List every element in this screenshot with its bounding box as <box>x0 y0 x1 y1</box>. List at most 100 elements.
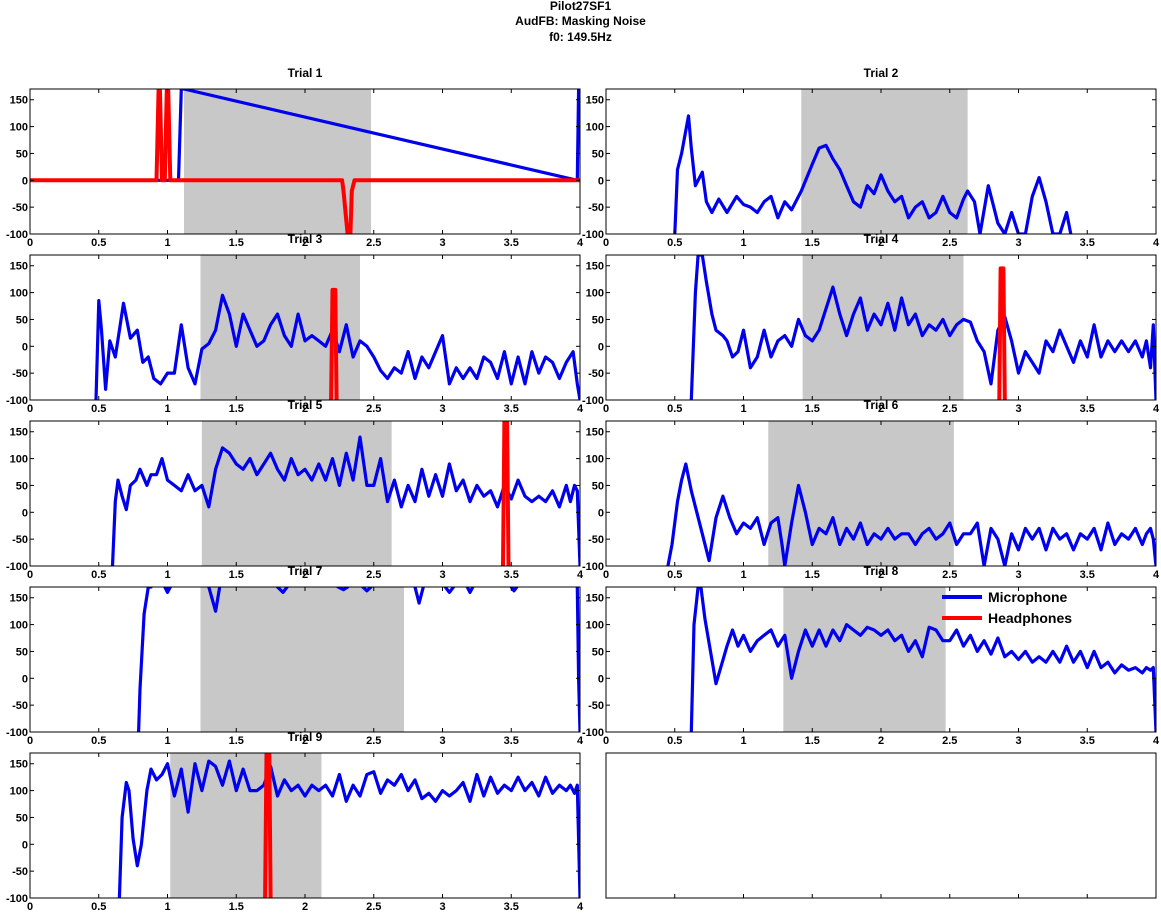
trial-8-xtick-label: 4 <box>1153 735 1160 747</box>
trial-8-xtick-label: 2.5 <box>942 735 957 747</box>
trial-4-ytick-label: 50 <box>592 314 604 326</box>
trial-2-microphone-line <box>673 114 1073 234</box>
trial-1-headphones-line <box>30 89 580 234</box>
trial-1-ytick-label: 50 <box>16 148 28 160</box>
trial-6-axes: 0 0.5 1 1.5 2 2.5 3 3.5 4 150 100 50 0 -50 -100 Trial 6 <box>582 398 1160 581</box>
trial-7-xtick-label: 2.5 <box>366 735 381 747</box>
trial-7-xtick-label: 0 <box>27 735 33 747</box>
trial-1-xtick-label: 3.5 <box>504 237 519 249</box>
trial-7-xtick-label: 2 <box>302 735 308 747</box>
trial-1-xtick-label: 2 <box>302 237 308 249</box>
trial-1-xtick-label: 3 <box>439 237 445 249</box>
trial-6-title: Trial 6 <box>864 398 899 412</box>
trial-8-ytick-label: 0 <box>598 673 604 685</box>
trial-2-xtick-label: 0.5 <box>667 237 682 249</box>
trial-4-xtick-label: 3 <box>1015 403 1021 415</box>
trial-3-ytick-label: 50 <box>16 314 28 326</box>
trial-5-ytick-label: 150 <box>10 427 28 439</box>
trial-3-headphones-line <box>329 287 339 400</box>
trial-3-ytick-label: 100 <box>10 288 28 300</box>
trial-9-ytick-label: 0 <box>22 839 28 851</box>
trial-8-title: Trial 8 <box>864 564 899 578</box>
trial-6-ytick-label: 50 <box>592 480 604 492</box>
trial-9-xtick-label: 3 <box>439 901 445 913</box>
trial-7-xtick-label: 3 <box>439 735 445 747</box>
trial-8-ytick-label: -100 <box>582 727 604 739</box>
trial-6-xtick-label: 2.5 <box>942 569 957 581</box>
trial-3-ytick-label: -100 <box>6 395 28 407</box>
trial-1-ytick-label: -100 <box>6 229 28 241</box>
trial-2-shaded-interval <box>801 89 968 234</box>
trial-6-xtick-label: 4 <box>1153 569 1160 581</box>
trial-8-xtick-label: 1.5 <box>805 735 820 747</box>
trial-6-ytick-label: 100 <box>586 454 604 466</box>
trial-5-ytick-label: 100 <box>10 454 28 466</box>
trial-9-ytick-label: 100 <box>10 786 28 798</box>
trial-2-ytick-label: 100 <box>586 122 604 134</box>
trial-2-ytick-label: 0 <box>598 175 604 187</box>
trial-1-shaded-interval <box>184 89 371 234</box>
trial-2-xtick-label: 2.5 <box>942 237 957 249</box>
trial-6-xtick-label: 0.5 <box>667 569 682 581</box>
trial-9-ytick-label: 50 <box>16 812 28 824</box>
empty-axes <box>605 752 1157 899</box>
trial-2-xtick-label: 2 <box>878 237 884 249</box>
trial-2-xtick-label: 4 <box>1153 237 1160 249</box>
trial-8-xtick-label: 2 <box>878 735 884 747</box>
trial-5-xtick-label: 1.5 <box>229 569 244 581</box>
trial-3-ytick-label: 0 <box>22 341 28 353</box>
trial-9-xtick-label: 2.5 <box>366 901 381 913</box>
trial-5-xtick-label: 0 <box>27 569 33 581</box>
trial-9-axes: 0 0.5 1 1.5 2 2.5 3 3.5 4 150 100 50 0 -50 -100 Trial 9 <box>6 730 584 913</box>
trial-1-xtick-label: 0 <box>27 237 33 249</box>
legend: Microphone Headphones <box>942 589 1072 626</box>
trial-4-ytick-label: 0 <box>598 341 604 353</box>
trial-7-axes: 0 0.5 1 1.5 2 2.5 3 3.5 4 150 100 50 0 -50 -100 Trial 7 <box>6 564 584 747</box>
trial-9-ytick-label: 150 <box>10 759 28 771</box>
legend-label-microphone: Microphone <box>988 589 1068 605</box>
trial-1-xtick-label: 1.5 <box>229 237 244 249</box>
trial-4-title: Trial 4 <box>864 232 899 246</box>
figure-title-line-1: Pilot27SF1 <box>549 0 612 13</box>
trial-1-ytick-label: 100 <box>10 122 28 134</box>
trial-7-xtick-label: 1 <box>164 735 170 747</box>
trial-9-xtick-label: 2 <box>302 901 308 913</box>
trial-5-ytick-label: 0 <box>22 507 28 519</box>
trial-7-ytick-label: -100 <box>6 727 28 739</box>
trial-5-xtick-label: 4 <box>577 569 584 581</box>
trial-6-xtick-label: 0 <box>603 569 609 581</box>
trial-7-microphone-line <box>137 587 580 732</box>
legend-label-headphones: Headphones <box>988 610 1072 626</box>
figure-title-line-2: AudFB: Masking Noise <box>515 14 646 28</box>
trial-8-xtick-label: 3.5 <box>1080 735 1095 747</box>
trial-8-ytick-label: -50 <box>588 700 604 712</box>
trial-7-xtick-label: 4 <box>577 735 584 747</box>
trial-1-xtick-label: 4 <box>577 237 584 249</box>
trial-5-ytick-label: -50 <box>12 534 28 546</box>
trial-3-xtick-label: 2 <box>302 403 308 415</box>
trial-4-xtick-label: 0 <box>603 403 609 415</box>
trial-5-xtick-label: 1 <box>164 569 170 581</box>
trial-4-xtick-label: 2.5 <box>942 403 957 415</box>
trial-2-ytick-label: -100 <box>582 229 604 241</box>
trial-4-ytick-label: -50 <box>588 368 604 380</box>
trial-2-xtick-label: 1.5 <box>805 237 820 249</box>
trial-8-ytick-label: 150 <box>586 593 604 605</box>
trial-2-xtick-label: 3.5 <box>1080 237 1095 249</box>
trial-5-headphones-line <box>501 421 511 566</box>
trial-6-xtick-label: 3 <box>1015 569 1021 581</box>
trial-7-shaded-interval <box>200 587 404 732</box>
trial-6-ytick-label: -50 <box>588 534 604 546</box>
trial-5-xtick-label: 2 <box>302 569 308 581</box>
trial-2-xtick-label: 0 <box>603 237 609 249</box>
trial-5-ytick-label: 50 <box>16 480 28 492</box>
trial-9-xtick-label: 1.5 <box>229 901 244 913</box>
trial-4-xtick-label: 0.5 <box>667 403 682 415</box>
trial-3-ytick-label: 150 <box>10 261 28 273</box>
trial-3-microphone-line <box>94 293 580 400</box>
trial-6-xtick-label: 1.5 <box>805 569 820 581</box>
trial-5-xtick-label: 3.5 <box>504 569 519 581</box>
trial-7-ytick-label: -50 <box>12 700 28 712</box>
trial-3-ytick-label: -50 <box>12 368 28 380</box>
